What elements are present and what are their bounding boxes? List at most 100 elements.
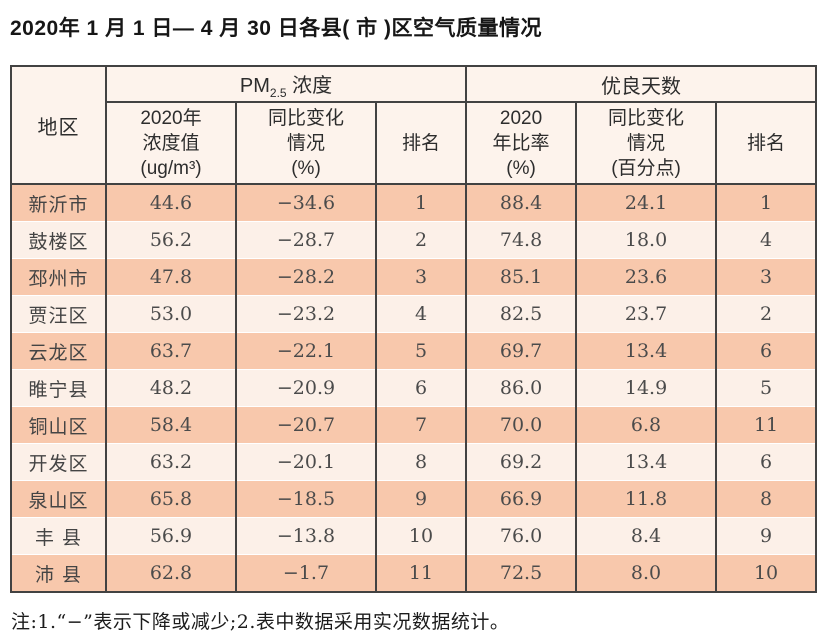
pm-value-cell: 62.8 bbox=[105, 554, 236, 592]
pm25-label-subscript: 2.5 bbox=[269, 85, 287, 100]
table-row: 开发区 63.2 −20.1 8 69.2 13.4 6 bbox=[10, 443, 817, 481]
table-row: 泉山区 65.8 −18.5 9 66.9 11.8 8 bbox=[10, 480, 817, 518]
region-cell: 泉山区 bbox=[10, 480, 106, 518]
pm-change-cell: −22.1 bbox=[235, 332, 376, 370]
region-cell: 沛 县 bbox=[10, 554, 106, 592]
pm-rank-cell: 5 bbox=[374, 332, 467, 370]
column-header-pm-change: 同比变化 情况 (%) bbox=[235, 102, 376, 185]
region-cell: 铜山区 bbox=[10, 406, 106, 444]
table-row: 邳州市 47.8 −28.2 3 85.1 23.6 3 bbox=[10, 258, 817, 296]
table-row: 丰 县 56.9 −13.8 10 76.0 8.4 9 bbox=[10, 517, 817, 555]
good-ratio-cell: 85.1 bbox=[465, 258, 577, 296]
pm-rank-cell: 3 bbox=[374, 258, 467, 296]
region-cell: 云龙区 bbox=[10, 332, 106, 370]
good-ratio-cell: 70.0 bbox=[465, 406, 577, 444]
pm25-label-main: PM bbox=[239, 74, 270, 97]
good-change-cell: 13.4 bbox=[575, 332, 717, 370]
table-body: 新沂市 44.6 −34.6 1 88.4 24.1 1 鼓楼区 56.2 −2… bbox=[10, 183, 817, 592]
column-header-good-rank: 排名 bbox=[715, 102, 817, 185]
pm-value-cell: 53.0 bbox=[105, 295, 236, 333]
header-group-row: 地区 PM2.5 浓度 优良天数 bbox=[10, 66, 817, 185]
pm-value-cell: 58.4 bbox=[105, 406, 236, 444]
table-row: 新沂市 44.6 −34.6 1 88.4 24.1 1 bbox=[10, 183, 817, 222]
column-header-good-change: 同比变化 情况 (百分点) bbox=[575, 102, 717, 185]
good-change-cell: 8.0 bbox=[575, 554, 717, 592]
good-ratio-cell: 69.2 bbox=[465, 443, 577, 481]
good-rank-cell: 11 bbox=[715, 406, 817, 444]
pm-rank-cell: 7 bbox=[374, 406, 467, 444]
pm-change-cell: −18.5 bbox=[235, 480, 376, 518]
table-row: 贾汪区 53.0 −23.2 4 82.5 23.7 2 bbox=[10, 295, 817, 333]
pm-change-cell: −23.2 bbox=[235, 295, 376, 333]
region-cell: 开发区 bbox=[10, 443, 106, 481]
good-ratio-cell: 74.8 bbox=[465, 221, 577, 259]
pm-rank-cell: 2 bbox=[374, 221, 467, 259]
pm-rank-cell: 10 bbox=[374, 517, 467, 555]
pm-value-cell: 47.8 bbox=[105, 258, 236, 296]
pm-value-cell: 63.2 bbox=[105, 443, 236, 481]
good-ratio-cell: 88.4 bbox=[465, 183, 577, 222]
column-header-pm-value: 2020年 浓度值 (ug/m³) bbox=[105, 102, 236, 185]
pm-rank-cell: 11 bbox=[374, 554, 467, 592]
region-cell: 睢宁县 bbox=[10, 369, 106, 407]
good-rank-cell: 6 bbox=[715, 332, 817, 370]
good-rank-cell: 3 bbox=[715, 258, 817, 296]
good-rank-cell: 5 bbox=[715, 369, 817, 407]
good-change-cell: 24.1 bbox=[575, 183, 717, 222]
pm-change-cell: −20.9 bbox=[235, 369, 376, 407]
good-rank-cell: 9 bbox=[715, 517, 817, 555]
good-change-cell: 23.6 bbox=[575, 258, 717, 296]
page-title: 2020年 1 月 1 日— 4 月 30 日各县( 市 )区空气质量情况 bbox=[10, 17, 542, 40]
table-row: 鼓楼区 56.2 −28.7 2 74.8 18.0 4 bbox=[10, 221, 817, 259]
pm-value-cell: 63.7 bbox=[105, 332, 236, 370]
pm25-label-rest: 浓度 bbox=[286, 74, 333, 97]
table-row: 睢宁县 48.2 −20.9 6 86.0 14.9 5 bbox=[10, 369, 817, 407]
pm-rank-cell: 4 bbox=[374, 295, 467, 333]
column-group-good-days: 优良天数 bbox=[465, 66, 817, 103]
table-footnote: 注:1.“−”表示下降或减少;2.表中数据采用实况数据统计。 bbox=[11, 611, 510, 633]
pm-value-cell: 65.8 bbox=[105, 480, 236, 518]
good-ratio-cell: 69.7 bbox=[465, 332, 577, 370]
good-rank-cell: 1 bbox=[715, 183, 817, 222]
good-change-cell: 6.8 bbox=[575, 406, 717, 444]
region-cell: 鼓楼区 bbox=[10, 221, 106, 259]
good-change-cell: 8.4 bbox=[575, 517, 717, 555]
column-header-pm-rank: 排名 bbox=[374, 102, 467, 185]
pm-change-cell: −28.7 bbox=[235, 221, 376, 259]
pm-change-cell: −13.8 bbox=[235, 517, 376, 555]
column-header-region: 地区 bbox=[10, 66, 106, 185]
pm-rank-cell: 8 bbox=[374, 443, 467, 481]
pm-change-cell: −20.1 bbox=[235, 443, 376, 481]
good-rank-cell: 8 bbox=[715, 480, 817, 518]
good-rank-cell: 4 bbox=[715, 221, 817, 259]
region-cell: 丰 县 bbox=[10, 517, 106, 555]
good-change-cell: 11.8 bbox=[575, 480, 717, 518]
region-cell: 邳州市 bbox=[10, 258, 106, 296]
table-header: 地区 PM2.5 浓度 优良天数 2020年 浓度值 (ug/m³) 同比变化 … bbox=[10, 66, 817, 185]
good-ratio-cell: 72.5 bbox=[465, 554, 577, 592]
column-group-pm25: PM2.5 浓度 bbox=[104, 66, 467, 103]
good-rank-cell: 10 bbox=[715, 554, 817, 592]
pm-rank-cell: 9 bbox=[374, 480, 467, 518]
pm-value-cell: 48.2 bbox=[105, 369, 236, 407]
region-cell: 贾汪区 bbox=[10, 295, 106, 333]
pm-change-cell: −34.6 bbox=[235, 183, 376, 222]
pm-rank-cell: 6 bbox=[374, 369, 467, 407]
good-change-cell: 18.0 bbox=[575, 221, 717, 259]
pm-change-cell: −20.7 bbox=[235, 406, 376, 444]
good-ratio-cell: 82.5 bbox=[465, 295, 577, 333]
pm-rank-cell: 1 bbox=[374, 183, 467, 222]
table-row: 沛 县 62.8 −1.7 11 72.5 8.0 10 bbox=[10, 554, 817, 592]
pm-change-cell: −28.2 bbox=[235, 258, 376, 296]
table-row: 铜山区 58.4 −20.7 7 70.0 6.8 11 bbox=[10, 406, 817, 444]
good-change-cell: 23.7 bbox=[575, 295, 717, 333]
header-sub-row: 2020年 浓度值 (ug/m³) 同比变化 情况 (%) 排名 2020 年比… bbox=[11, 102, 817, 185]
air-quality-table: 地区 PM2.5 浓度 优良天数 2020年 浓度值 (ug/m³) 同比变化 … bbox=[10, 65, 818, 593]
pm-value-cell: 56.9 bbox=[105, 517, 236, 555]
good-rank-cell: 6 bbox=[715, 443, 817, 481]
column-header-good-ratio: 2020 年比率 (%) bbox=[465, 102, 577, 185]
pm-change-cell: −1.7 bbox=[235, 554, 376, 592]
good-rank-cell: 2 bbox=[715, 295, 817, 333]
good-change-cell: 13.4 bbox=[575, 443, 717, 481]
